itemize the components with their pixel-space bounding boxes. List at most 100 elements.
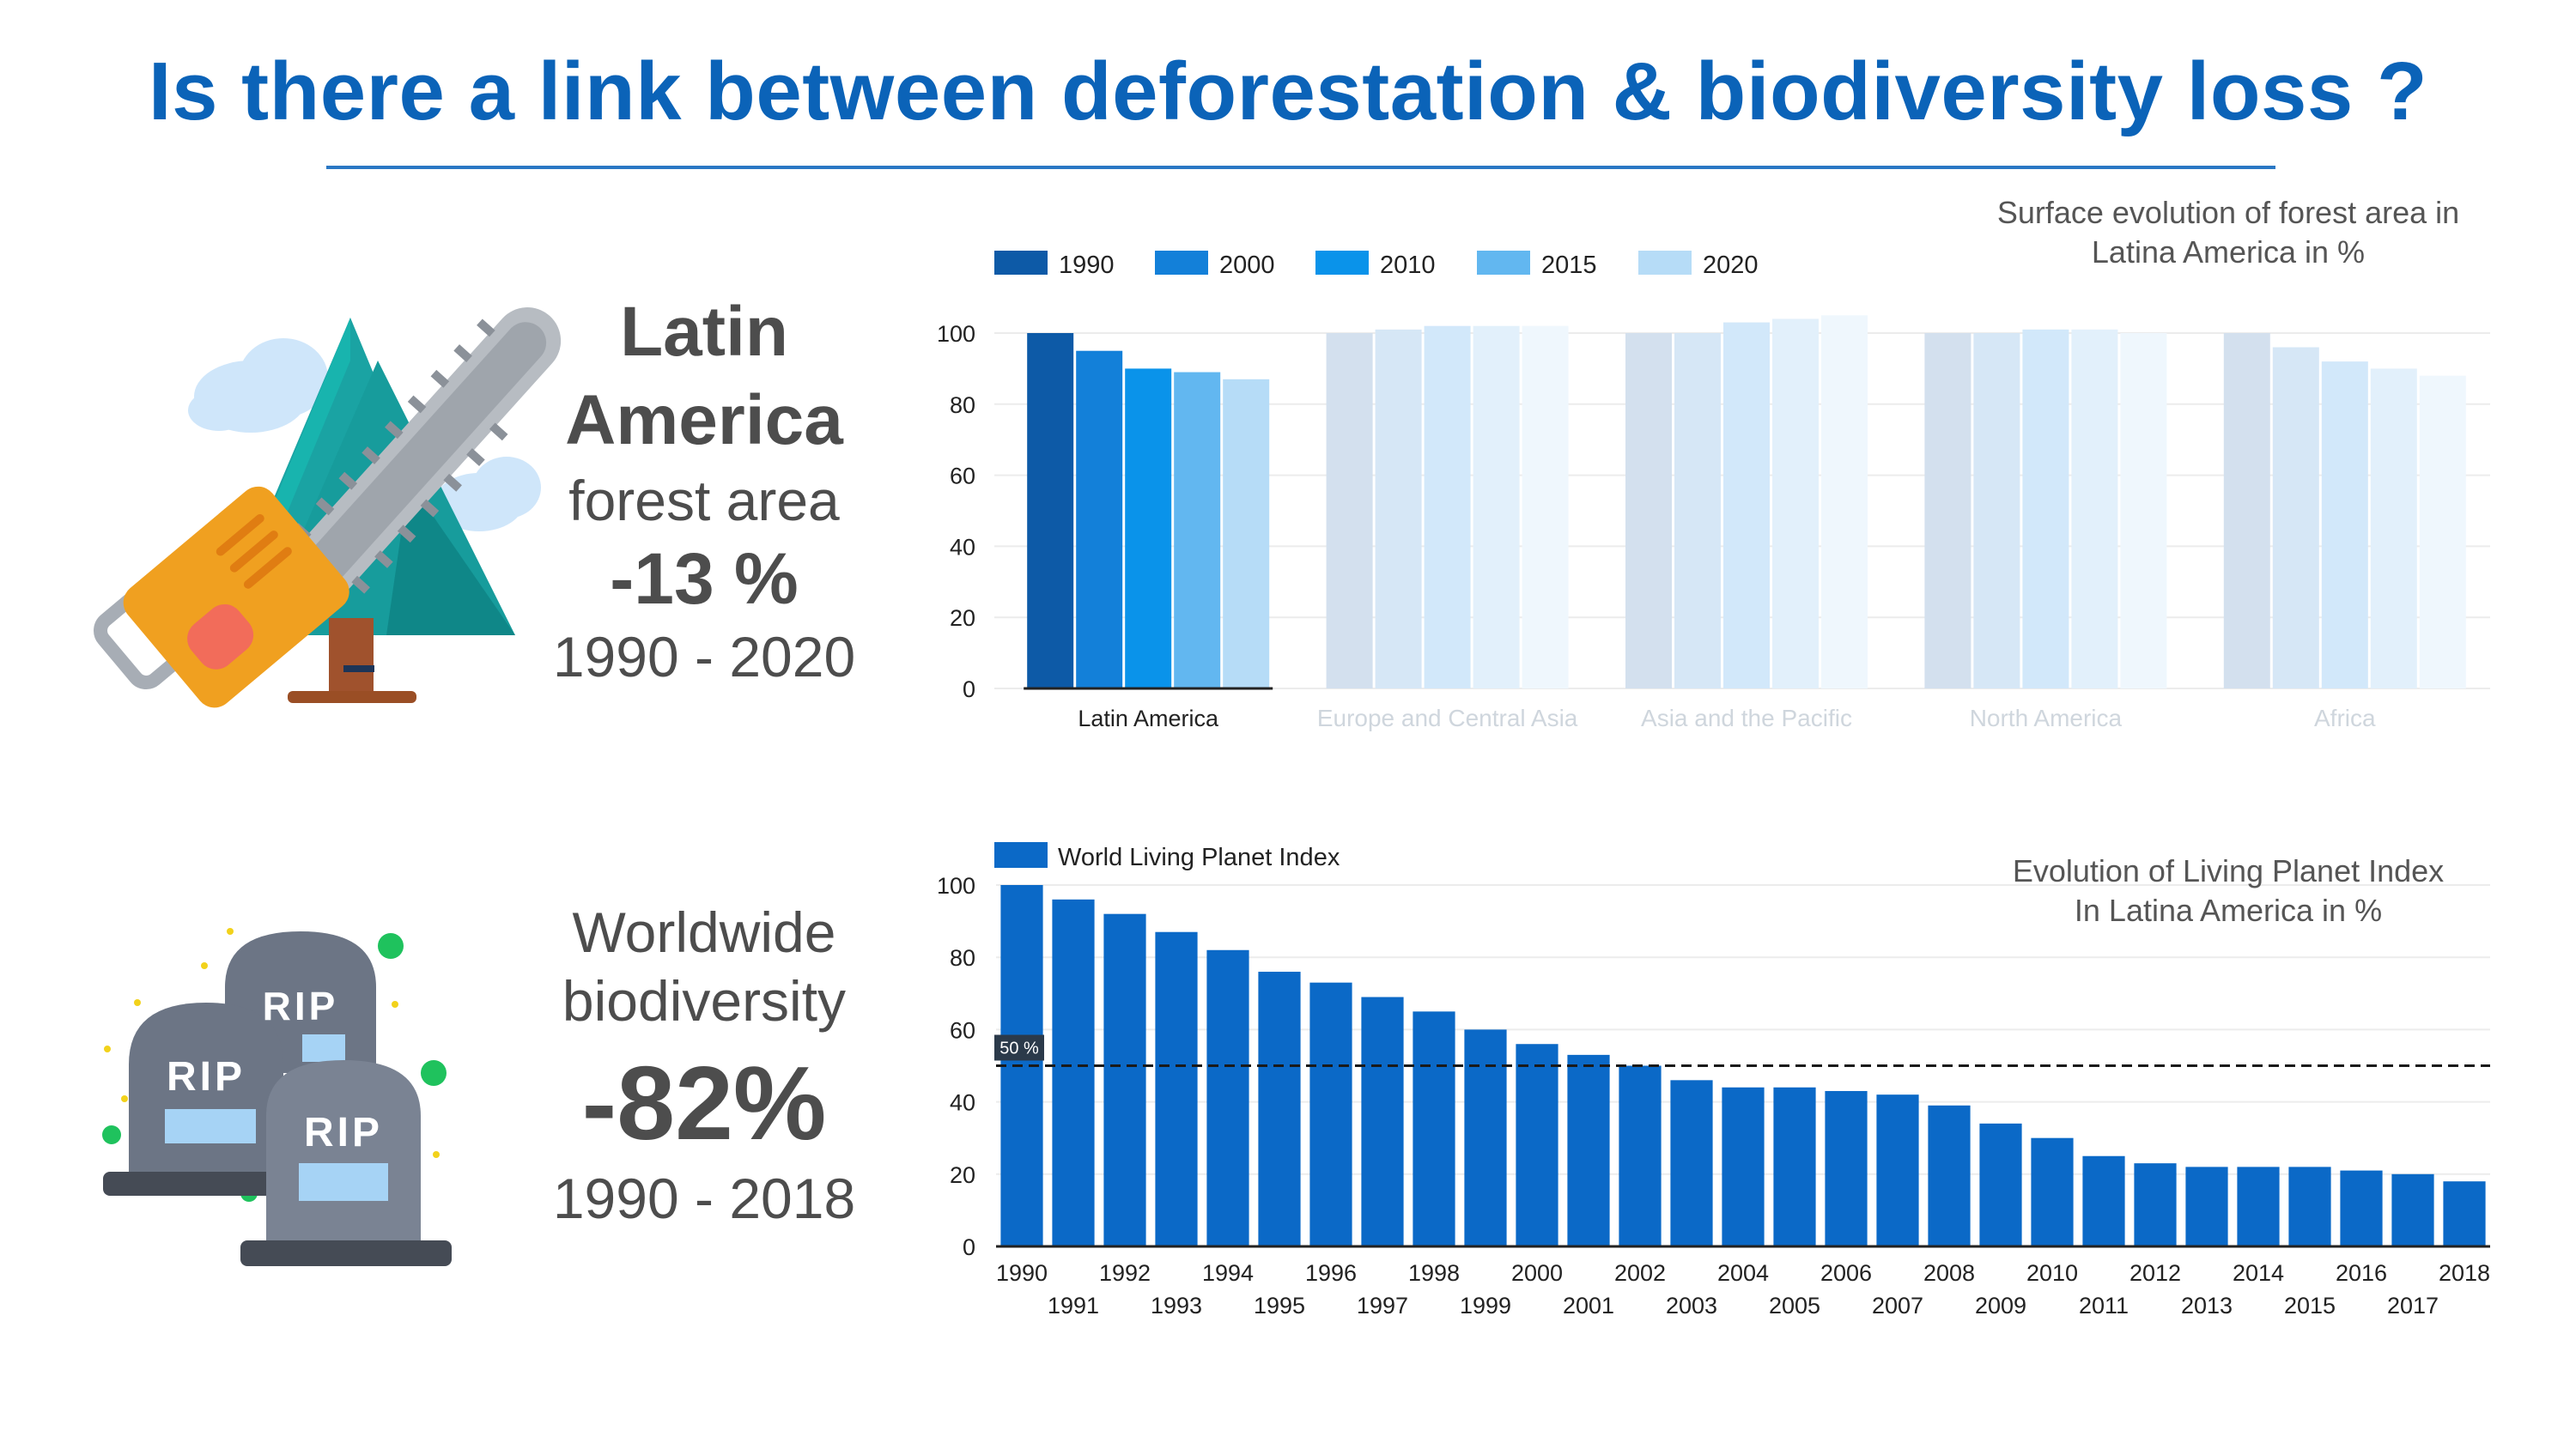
- forest-bar: [2120, 333, 2167, 688]
- lpi-y-tick: 0: [963, 1234, 975, 1260]
- lpi-bar: [1309, 982, 1352, 1246]
- forest-bar: [1924, 333, 1971, 688]
- lpi-bar: [1206, 949, 1249, 1246]
- lpi-bar: [1361, 997, 1404, 1246]
- forest-bar: [1772, 318, 1819, 688]
- lpi-x-label: 2000: [1511, 1260, 1563, 1286]
- stat2-value: -82%: [581, 1045, 827, 1161]
- lpi-bar: [1928, 1105, 1971, 1246]
- forest-legend-label: 1990: [1059, 252, 1115, 279]
- lpi-x-label: 2005: [1769, 1293, 1820, 1319]
- lpi-y-tick: 100: [937, 873, 975, 899]
- lpi-reference-label: 50 %: [999, 1040, 1039, 1058]
- forest-bar: [1326, 333, 1373, 688]
- forest-bar: [1674, 333, 1721, 688]
- lpi-bar: [2185, 1167, 2228, 1246]
- forest-y-tick: 40: [950, 534, 975, 560]
- forest-bar: [2022, 329, 2069, 688]
- lpi-x-label: 2003: [1666, 1293, 1717, 1319]
- lpi-chart-caption: Evolution of Living Planet Index: [2013, 853, 2444, 888]
- lpi-bar: [1979, 1123, 2022, 1246]
- lpi-x-label: 1998: [1408, 1260, 1460, 1286]
- lpi-x-label: 1997: [1357, 1293, 1408, 1319]
- lpi-x-label: 2006: [1820, 1260, 1872, 1286]
- lpi-x-label: 1993: [1151, 1293, 1202, 1319]
- forest-legend-label: 2010: [1380, 252, 1436, 279]
- lpi-x-label: 1996: [1305, 1260, 1357, 1286]
- forest-bar: [1522, 325, 1569, 688]
- lpi-x-label: 2012: [2129, 1260, 2181, 1286]
- lpi-bar: [1773, 1087, 1816, 1246]
- gravestone-text-left: RIP: [167, 1054, 246, 1100]
- lpi-bar: [1103, 913, 1146, 1246]
- stat2-period: 1990 - 2018: [552, 1167, 856, 1230]
- chainsaw-tree-icon: [94, 307, 562, 708]
- stat2-line1: Worldwide: [572, 900, 836, 964]
- lpi-bar: [2443, 1181, 2486, 1246]
- lpi-bar: [2391, 1173, 2434, 1246]
- forest-bar: [2321, 361, 2368, 688]
- forest-y-tick: 80: [950, 392, 975, 418]
- page-title: Is there a link between deforestation & …: [148, 45, 2428, 137]
- forest-legend-swatch: [1477, 251, 1530, 275]
- lpi-bar: [1258, 972, 1301, 1246]
- forest-y-tick: 60: [950, 464, 975, 489]
- forest-legend-swatch: [1155, 251, 1208, 275]
- forest-legend-label: 2015: [1541, 252, 1597, 279]
- forest-legend-label: 2020: [1703, 252, 1759, 279]
- lpi-bar: [2288, 1167, 2331, 1246]
- forest-bar: [1223, 379, 1270, 688]
- forest-legend-swatch: [1315, 251, 1369, 275]
- forest-bar: [2071, 329, 2118, 688]
- forest-y-tick: 0: [963, 676, 975, 702]
- forest-bar: [1174, 372, 1221, 688]
- forest-bar: [1973, 333, 2020, 688]
- forest-bar: [1375, 329, 1422, 688]
- lpi-x-label: 2009: [1975, 1293, 2026, 1319]
- lpi-x-label: 2013: [2181, 1293, 2233, 1319]
- stat1-line3: forest area: [568, 469, 840, 532]
- lpi-y-tick: 20: [950, 1162, 975, 1188]
- lpi-bar: [2082, 1155, 2125, 1246]
- rip-gravestones-icon: RIP RIP RIP: [102, 928, 452, 1266]
- stat1-period: 1990 - 2020: [552, 625, 856, 688]
- forest-chart-caption: Latina America in %: [2092, 234, 2365, 270]
- lpi-bar: [2237, 1167, 2280, 1246]
- forest-bar: [2370, 368, 2417, 688]
- lpi-y-tick: 40: [950, 1090, 975, 1116]
- lpi-bar: [1413, 1011, 1455, 1246]
- stat2-line2: biodiversity: [562, 969, 847, 1033]
- forest-chart-caption: Surface evolution of forest area in: [1997, 195, 2459, 230]
- title-underline: [326, 166, 2275, 169]
- forest-bar: [1723, 322, 1770, 688]
- forest-x-label: Europe and Central Asia: [1317, 705, 1578, 731]
- forest-bar: [1625, 333, 1672, 688]
- lpi-legend-swatch: [994, 842, 1048, 868]
- lpi-x-label: 1992: [1099, 1260, 1151, 1286]
- forest-y-tick: 20: [950, 605, 975, 631]
- lpi-x-label: 2017: [2387, 1293, 2439, 1319]
- forest-x-label: Africa: [2314, 705, 2376, 731]
- lpi-bar: [2340, 1170, 2383, 1246]
- gravestone-text-back: RIP: [263, 984, 339, 1028]
- lpi-x-label: 1990: [996, 1260, 1048, 1286]
- lpi-y-tick: 80: [950, 945, 975, 971]
- forest-legend-label: 2000: [1219, 252, 1275, 279]
- lpi-bar: [1722, 1087, 1765, 1246]
- lpi-chart-caption: In Latina America in %: [2075, 893, 2382, 928]
- lpi-bar: [2134, 1163, 2177, 1246]
- lpi-x-label: 2018: [2439, 1260, 2490, 1286]
- forest-bar: [1076, 350, 1123, 688]
- lpi-x-label: 1991: [1048, 1293, 1099, 1319]
- forest-legend-swatch: [1638, 251, 1692, 275]
- lpi-x-label: 2002: [1614, 1260, 1666, 1286]
- lpi-x-label: 2014: [2233, 1260, 2284, 1286]
- lpi-bar: [2031, 1137, 2074, 1246]
- lpi-reference-tag: [994, 1034, 1044, 1061]
- lpi-x-label: 2010: [2026, 1260, 2078, 1286]
- forest-y-tick: 100: [937, 321, 975, 347]
- forest-bar: [2272, 347, 2319, 688]
- lpi-x-label: 2004: [1717, 1260, 1769, 1286]
